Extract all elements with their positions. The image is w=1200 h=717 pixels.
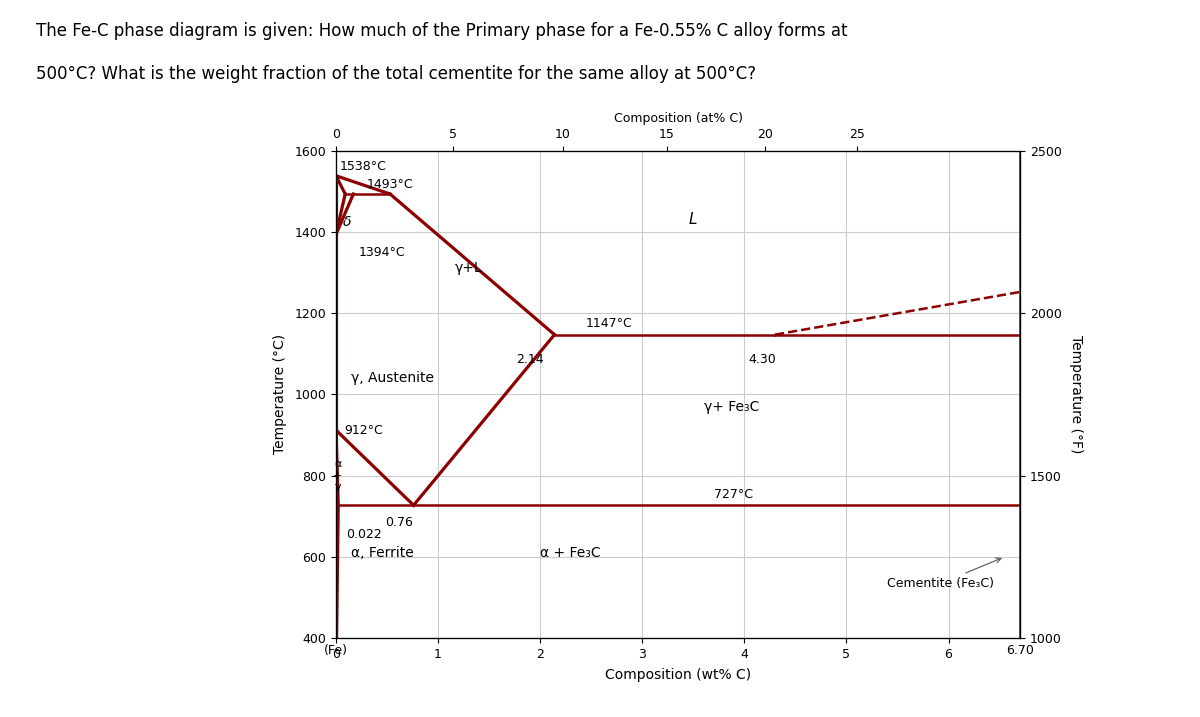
Text: α + Fe₃C: α + Fe₃C — [540, 546, 601, 560]
Text: δ: δ — [343, 214, 352, 229]
Text: 2.14: 2.14 — [516, 353, 544, 366]
Y-axis label: Temperature (°F): Temperature (°F) — [1068, 335, 1082, 454]
X-axis label: Composition (at% C): Composition (at% C) — [613, 113, 743, 125]
Text: 1493°C: 1493°C — [367, 179, 413, 194]
Text: 0.76: 0.76 — [385, 516, 413, 529]
Text: 4.30: 4.30 — [749, 353, 776, 366]
Text: 912°C: 912°C — [344, 424, 383, 437]
Text: Cementite (Fe₃C): Cementite (Fe₃C) — [887, 558, 1001, 590]
Text: 0.022: 0.022 — [347, 528, 382, 541]
Text: α
+
γ: α + γ — [334, 459, 342, 492]
X-axis label: Composition (wt% C): Composition (wt% C) — [605, 668, 751, 682]
Text: γ, Austenite: γ, Austenite — [350, 371, 433, 385]
Text: 1394°C: 1394°C — [359, 246, 406, 259]
Text: 1538°C: 1538°C — [340, 160, 386, 173]
Text: γ+L: γ+L — [455, 262, 482, 275]
Text: 6.70: 6.70 — [1006, 644, 1034, 657]
Text: L: L — [689, 212, 697, 227]
Text: (Fe): (Fe) — [324, 644, 348, 657]
Text: 727°C: 727°C — [714, 488, 752, 500]
Text: α, Ferrite: α, Ferrite — [350, 546, 413, 560]
Text: 500°C? What is the weight fraction of the total cementite for the same alloy at : 500°C? What is the weight fraction of th… — [36, 65, 756, 82]
Y-axis label: Temperature (°C): Temperature (°C) — [274, 334, 288, 455]
Text: 1147°C: 1147°C — [586, 317, 632, 330]
Text: γ+ Fe₃C: γ+ Fe₃C — [703, 399, 758, 414]
Text: The Fe-C phase diagram is given: How much of the Primary phase for a Fe-0.55% C : The Fe-C phase diagram is given: How muc… — [36, 22, 847, 39]
